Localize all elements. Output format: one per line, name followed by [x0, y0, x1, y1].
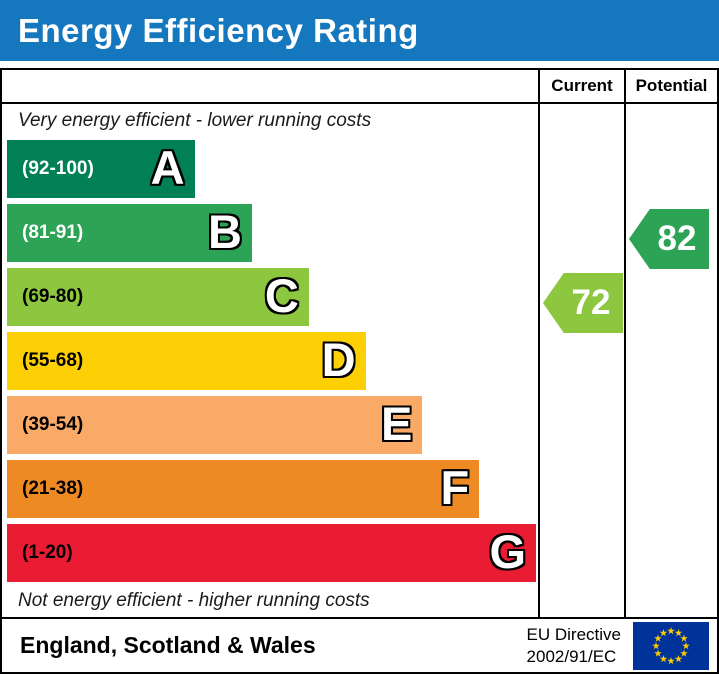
- band-letter: C: [264, 269, 299, 323]
- band-letter: B: [207, 205, 242, 259]
- eu-flag-icon: [633, 621, 709, 670]
- band-row-a: (92-100) A: [2, 137, 538, 201]
- band-bar-a: (92-100) A: [7, 140, 195, 198]
- rating-bands: (92-100) A (81-91) B (69-80) C: [2, 137, 538, 585]
- band-bar-c: (69-80) C: [7, 268, 309, 326]
- table-body: Very energy efficient - lower running co…: [2, 104, 717, 617]
- band-letter: F: [440, 461, 470, 515]
- title-bar: Energy Efficiency Rating: [0, 0, 719, 61]
- band-letter: G: [489, 525, 527, 579]
- band-range: (69-80): [22, 286, 84, 307]
- current-column: 72: [540, 104, 626, 617]
- chart-column-header: [2, 70, 540, 102]
- band-range: (81-91): [22, 222, 84, 243]
- potential-rating-value: 82: [657, 219, 697, 258]
- table-footer: England, Scotland & Wales EU Directive 2…: [2, 617, 717, 672]
- band-row-f: (21-38) F: [2, 457, 538, 521]
- band-row-d: (55-68) D: [2, 329, 538, 393]
- band-bar-e: (39-54) E: [7, 396, 423, 454]
- band-letter: E: [381, 397, 413, 451]
- band-row-e: (39-54) E: [2, 393, 538, 457]
- band-range: (92-100): [22, 158, 94, 179]
- region-label: England, Scotland & Wales: [20, 632, 316, 658]
- band-bar-b: (81-91) B: [7, 204, 252, 262]
- band-bar-d: (55-68) D: [7, 332, 366, 390]
- rating-table: Current Potential Very energy efficient …: [0, 68, 719, 674]
- band-row-c: (69-80) C: [2, 265, 538, 329]
- potential-rating-arrow: 82: [629, 209, 709, 269]
- band-bar-f: (21-38) F: [7, 460, 480, 518]
- band-range: (55-68): [22, 350, 84, 371]
- band-range: (39-54): [22, 414, 84, 435]
- potential-column: 82: [626, 104, 717, 617]
- current-rating-arrow: 72: [543, 273, 623, 333]
- table-header-row: Current Potential: [2, 70, 717, 104]
- band-row-b: (81-91) B: [2, 201, 538, 265]
- current-rating-value: 72: [571, 283, 611, 322]
- band-range: (21-38): [22, 478, 84, 499]
- eu-directive-line2: 2002/91/EC: [526, 646, 617, 666]
- page-title: Energy Efficiency Rating: [18, 11, 419, 49]
- band-row-g: (1-20) G: [2, 521, 538, 585]
- eu-directive-text: EU Directive 2002/91/EC: [527, 624, 621, 667]
- band-range: (1-20): [22, 542, 73, 563]
- rating-scale-column: Very energy efficient - lower running co…: [2, 104, 540, 617]
- bottom-note: Not energy efficient - higher running co…: [18, 590, 370, 611]
- column-header-current: Current: [540, 70, 626, 102]
- band-letter: A: [150, 141, 185, 195]
- column-header-potential: Potential: [635, 76, 708, 95]
- top-note: Very energy efficient - lower running co…: [18, 109, 372, 131]
- band-letter: D: [321, 333, 356, 387]
- eu-directive-line1: EU Directive: [526, 625, 621, 645]
- band-bar-g: (1-20) G: [7, 524, 537, 582]
